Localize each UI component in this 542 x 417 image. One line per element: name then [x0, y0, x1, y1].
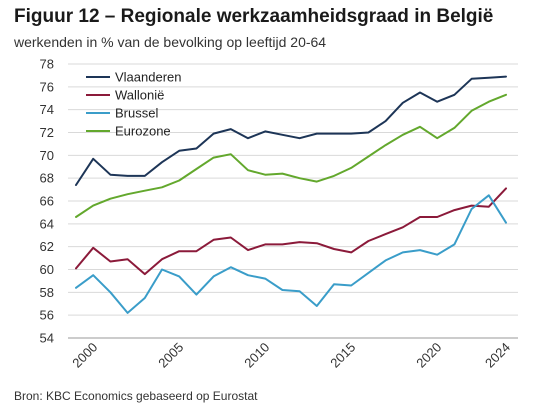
- legend-label-eurozone: Eurozone: [115, 124, 171, 139]
- y-tick-label-66: 66: [40, 194, 54, 209]
- x-tick-label-2005: 2005: [155, 340, 186, 371]
- y-axis: 54 56 58 60 62 64 66 68 70 72 74 76 78: [40, 57, 54, 346]
- series-line-vlaanderen: [75, 75, 507, 186]
- y-tick-label-58: 58: [40, 285, 54, 300]
- y-tick-label-72: 72: [40, 125, 54, 140]
- x-tick-label-2015: 2015: [327, 340, 358, 371]
- series-line-walloni: [75, 187, 507, 276]
- chart-subtitle: werkenden in % van de bevolking op leeft…: [14, 34, 327, 50]
- legend: Vlaanderen Wallonië Brussel Eurozone: [86, 70, 182, 139]
- y-tick-label-76: 76: [40, 79, 54, 94]
- x-tick-label-2020: 2020: [413, 340, 444, 371]
- y-tick-label-54: 54: [40, 331, 54, 346]
- x-tick-label-2024: 2024: [482, 340, 513, 371]
- y-gridlines: [68, 63, 518, 339]
- y-tick-label-74: 74: [40, 102, 54, 117]
- y-tick-label-64: 64: [40, 216, 54, 231]
- series-line-brussel: [75, 194, 507, 314]
- y-tick-label-56: 56: [40, 308, 54, 323]
- chart-title: Figuur 12 – Regionale werkzaamheidsgraad…: [14, 6, 494, 27]
- y-tick-label-62: 62: [40, 239, 54, 254]
- y-tick-label-60: 60: [40, 262, 54, 277]
- source-note: Bron: KBC Economics gebaseerd op Eurosta…: [14, 389, 258, 403]
- legend-label-walloni: Wallonië: [115, 88, 164, 103]
- legend-label-vlaanderen: Vlaanderen: [115, 70, 182, 85]
- series-lines: [75, 75, 507, 314]
- x-axis: 2000 2005 2010 2015 2020 2024: [68, 337, 518, 371]
- y-tick-label-68: 68: [40, 171, 54, 186]
- x-tick-label-2000: 2000: [69, 340, 100, 371]
- y-tick-label-70: 70: [40, 148, 54, 163]
- y-tick-label-78: 78: [40, 57, 54, 72]
- x-tick-label-2010: 2010: [241, 340, 272, 371]
- legend-label-brussel: Brussel: [115, 106, 158, 121]
- series-line-eurozone: [75, 93, 507, 218]
